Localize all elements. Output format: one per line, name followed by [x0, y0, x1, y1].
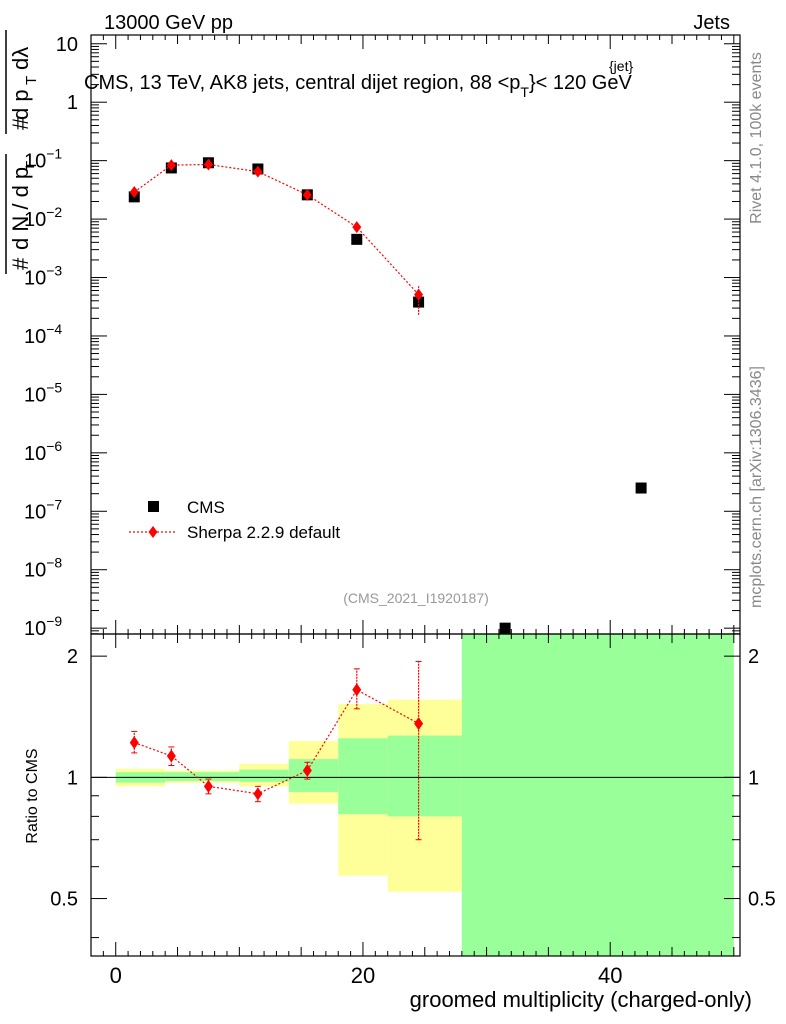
ratio-y-tick-label-left: 1: [67, 767, 78, 789]
ratio-y-tick-label-right: 1: [748, 767, 759, 789]
legend-sherpa-label: Sherpa 2.2.9 default: [187, 523, 340, 542]
x-tick-label: 40: [598, 963, 622, 988]
y-tick-label: 10−4: [24, 321, 62, 348]
sherpa-point: [352, 221, 362, 234]
ratio-band-green: [387, 735, 462, 817]
svg-text:d N / d p: d N / d p: [8, 167, 33, 250]
ratio-y-tick-label-left: 0.5: [50, 889, 78, 911]
analysis-id: (CMS_2021_I1920187): [343, 590, 489, 606]
label-layer: 0 20 40 10 1 10−1 10−2 10−3 10−4 10−5 10−6 10−7 10−8…: [24, 34, 776, 988]
data-layer: [128, 157, 647, 841]
ratio-y-tick-label-right: 2: [748, 646, 759, 668]
svg-text:T: T: [23, 161, 40, 170]
ratio-point: [129, 736, 139, 750]
ratio-point: [414, 717, 424, 731]
legend-cms-label: CMS: [187, 498, 225, 517]
cms-point: [351, 233, 363, 245]
svg-text:d: d: [0, 106, 3, 118]
svg-text:1: 1: [0, 233, 3, 245]
sherpa-point: [129, 186, 139, 199]
y-tick-label: 1: [67, 92, 78, 114]
svg-text:#: #: [8, 117, 33, 130]
ratio-point: [203, 779, 213, 793]
ratio-point: [302, 763, 312, 777]
sherpa-point: [166, 159, 176, 172]
y-tick-label: 10−5: [24, 379, 62, 406]
y-tick-label: 10−7: [24, 496, 62, 523]
svg-text:d p: d p: [8, 89, 33, 120]
y-tick-label: 10−1: [24, 146, 62, 173]
ratio-band-green: [288, 759, 339, 792]
cms-point: [635, 482, 647, 494]
sherpa-point: [302, 188, 312, 201]
cms-point: [499, 622, 511, 634]
sherpa-point: [414, 288, 424, 301]
side-label-mcplots: mcplots.cern.ch [arXiv:1306.3436]: [748, 366, 765, 608]
x-tick-label: 0: [110, 963, 122, 988]
ratio-y-tick-label-right: 0.5: [748, 889, 776, 911]
legend-cms-marker: [148, 501, 159, 512]
sherpa-point: [203, 158, 213, 171]
plot-title-main: CMS, 13 TeV, AK8 jets, central dijet reg…: [84, 72, 520, 94]
y-tick-label: 10−3: [24, 263, 62, 290]
legend-sherpa-marker: [148, 526, 158, 538]
header-left: 13000 GeV pp: [104, 12, 233, 34]
sherpa-point: [253, 165, 263, 178]
plot-title-sub: T: [520, 84, 529, 100]
side-label-rivet: Rivet 4.1.0, 100k events: [748, 52, 765, 224]
plot-title-end: }< 120 GeV: [529, 72, 633, 94]
ratio-y-axis-label: Ratio to CMS: [24, 748, 41, 843]
x-axis-label: groomed multiplicity (charged-only): [410, 987, 752, 1012]
sherpa-line: [133, 163, 420, 296]
ratio-point: [352, 683, 362, 697]
ratio-band-green: [165, 772, 240, 781]
svg-text:dλ: dλ: [8, 47, 33, 70]
axes-layer: [90, 34, 741, 957]
ratio-point: [253, 787, 263, 801]
main-frame: [90, 34, 741, 635]
svg-text:T: T: [23, 76, 40, 85]
ratio-uncertainty-bands: [115, 634, 734, 956]
svg-text:#: #: [8, 257, 33, 270]
svg-text:N: N: [0, 78, 3, 94]
main-y-axis-label: # d N / d p T 1 # d 2 N d p T dλ: [0, 30, 40, 274]
ratio-point: [166, 749, 176, 763]
plot-title: CMS, 13 TeV, AK8 jets, central dijet reg…: [84, 72, 632, 100]
x-tick-label: 20: [351, 963, 375, 988]
y-tick-label: 10−9: [24, 613, 62, 640]
y-tick-label: 10−8: [24, 555, 62, 582]
ratio-band-green: [461, 634, 734, 956]
y-tick-label: 10−6: [24, 438, 62, 465]
y-tick-label: 10: [56, 34, 78, 56]
ratio-band-green: [338, 738, 388, 815]
header-right: Jets: [693, 12, 730, 34]
y-tick-label: 10−2: [24, 204, 62, 231]
ratio-y-tick-label-left: 2: [67, 646, 78, 668]
plot-title-sup: {jet}: [609, 58, 633, 74]
ratio-frame: [90, 633, 741, 957]
ratio-band-green: [239, 769, 289, 782]
